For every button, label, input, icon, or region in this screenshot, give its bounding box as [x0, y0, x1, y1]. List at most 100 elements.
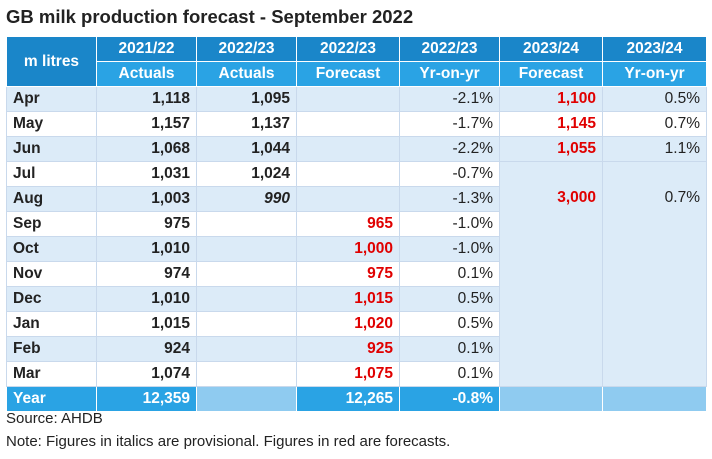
col-header-bottom: Yr-on-yr — [602, 61, 707, 87]
col-header-top: 2023/24 — [499, 36, 603, 62]
month-cell: Jul — [6, 161, 97, 187]
forecast-2022-23-cell — [296, 86, 400, 112]
col-header-top: 2022/23 — [296, 36, 400, 62]
forecast-table: m litres 2021/22 2022/23 2022/23 2022/23… — [6, 36, 707, 412]
forecast-2022-23-cell — [296, 136, 400, 162]
actuals-2021-22-cell: 1,031 — [96, 161, 197, 187]
col-header-top: 2022/23 — [399, 36, 500, 62]
actuals-2021-22-cell: 1,003 — [96, 186, 197, 212]
yoy-2023-24-cell: 0.5% — [602, 86, 707, 112]
col-header-top: 2021/22 — [96, 36, 197, 62]
actuals-2022-23-cell — [196, 361, 297, 387]
actuals-2022-23-cell: 1,095 — [196, 86, 297, 112]
actuals-2022-23-cell: 1,044 — [196, 136, 297, 162]
total-forecast-2022-23: 12,265 — [296, 386, 400, 412]
forecast-2022-23-cell: 975 — [296, 261, 400, 287]
footnote: Note: Figures in italics are provisional… — [6, 433, 451, 450]
forecast-2022-23-cell — [296, 161, 400, 187]
yoy-2023-24-cell: 0.7% — [602, 111, 707, 137]
total-row: Year 12,359 12,265 -0.8% — [6, 386, 707, 412]
month-cell: Mar — [6, 361, 97, 387]
actuals-2022-23-cell: 1,137 — [196, 111, 297, 137]
table-row: Aug 1,003 990 -1.3% — [6, 186, 707, 212]
actuals-2021-22-cell: 1,068 — [96, 136, 197, 162]
unit-header: m litres — [6, 36, 97, 87]
col-header-top: 2022/23 — [196, 36, 297, 62]
forecast-2022-23-cell — [296, 111, 400, 137]
forecast-2023-24-cell: 1,100 — [499, 86, 603, 112]
forecast-2022-23-cell: 1,015 — [296, 286, 400, 312]
actuals-2021-22-cell: 974 — [96, 261, 197, 287]
actuals-2021-22-cell: 1,157 — [96, 111, 197, 137]
month-cell: Nov — [6, 261, 97, 287]
forecast-2023-24-merged-cell: 3,000 — [499, 161, 603, 387]
actuals-2021-22-cell: 975 — [96, 211, 197, 237]
yoy-2022-23-cell: -2.1% — [399, 86, 500, 112]
month-cell: May — [6, 111, 97, 137]
forecast-2022-23-cell: 1,020 — [296, 311, 400, 337]
actuals-2022-23-cell — [196, 236, 297, 262]
table-row: Apr 1,118 1,095 -2.1% 1,100 0.5% — [6, 86, 707, 112]
table-row: Nov 974 975 0.1% — [6, 261, 707, 287]
col-header-bottom: Actuals — [196, 61, 297, 87]
yoy-2022-23-cell: -1.3% — [399, 186, 500, 212]
total-yoy-2022-23: -0.8% — [399, 386, 500, 412]
yoy-2022-23-cell: -1.0% — [399, 236, 500, 262]
month-cell: Jun — [6, 136, 97, 162]
page-title: GB milk production forecast - September … — [6, 6, 414, 27]
yoy-2022-23-cell: -1.7% — [399, 111, 500, 137]
forecast-2022-23-cell: 1,000 — [296, 236, 400, 262]
yoy-2022-23-cell: 0.5% — [399, 286, 500, 312]
table-row: May 1,157 1,137 -1.7% 1,145 0.7% — [6, 111, 707, 137]
total-actuals-2022-23 — [196, 386, 297, 412]
actuals-2021-22-cell: 1,010 — [96, 286, 197, 312]
month-cell: Jan — [6, 311, 97, 337]
yoy-2022-23-cell: 0.5% — [399, 311, 500, 337]
yoy-2023-24-cell: 1.1% — [602, 136, 707, 162]
actuals-2022-23-cell — [196, 261, 297, 287]
table-row: Jul 1,031 1,024 -0.7% 3,000 0.7% — [6, 161, 707, 387]
table-row: Jun 1,068 1,044 -2.2% 1,055 1.1% — [6, 136, 707, 162]
table-row: Sep 975 965 -1.0% — [6, 211, 707, 237]
source-note: Source: AHDB — [6, 410, 103, 427]
total-forecast-2023-24 — [499, 386, 603, 412]
table-row: Dec 1,010 1,015 0.5% — [6, 286, 707, 312]
actuals-2022-23-provisional-cell: 990 — [196, 186, 297, 212]
month-cell: Aug — [6, 186, 97, 212]
col-header-bottom: Yr-on-yr — [399, 61, 500, 87]
yoy-2022-23-cell: -0.7% — [399, 161, 500, 187]
table-row: Oct 1,010 1,000 -1.0% — [6, 236, 707, 262]
yoy-2022-23-cell: 0.1% — [399, 261, 500, 287]
col-header-bottom: Actuals — [96, 61, 197, 87]
actuals-2021-22-cell: 1,118 — [96, 86, 197, 112]
actuals-2021-22-cell: 1,015 — [96, 311, 197, 337]
actuals-2022-23-cell: 1,024 — [196, 161, 297, 187]
yoy-2022-23-cell: 0.1% — [399, 336, 500, 362]
forecast-2022-23-cell — [296, 186, 400, 212]
forecast-2022-23-cell: 965 — [296, 211, 400, 237]
forecast-2022-23-cell: 925 — [296, 336, 400, 362]
col-header-bottom: Forecast — [296, 61, 400, 87]
yoy-2022-23-cell: 0.1% — [399, 361, 500, 387]
yoy-2023-24-merged-cell: 0.7% — [602, 161, 707, 387]
month-cell: Oct — [6, 236, 97, 262]
col-header-top: 2023/24 — [602, 36, 707, 62]
actuals-2022-23-cell — [196, 286, 297, 312]
yoy-2022-23-cell: -2.2% — [399, 136, 500, 162]
total-label: Year — [6, 386, 97, 412]
month-cell: Apr — [6, 86, 97, 112]
actuals-2021-22-cell: 1,074 — [96, 361, 197, 387]
month-cell: Feb — [6, 336, 97, 362]
forecast-2022-23-cell: 1,075 — [296, 361, 400, 387]
col-header-bottom: Forecast — [499, 61, 603, 87]
month-cell: Dec — [6, 286, 97, 312]
actuals-2021-22-cell: 924 — [96, 336, 197, 362]
actuals-2022-23-cell — [196, 311, 297, 337]
actuals-2022-23-cell — [196, 211, 297, 237]
total-actuals-2021-22: 12,359 — [96, 386, 197, 412]
forecast-2023-24-cell: 1,055 — [499, 136, 603, 162]
actuals-2022-23-cell — [196, 336, 297, 362]
total-yoy-2023-24 — [602, 386, 707, 412]
table-row: Mar 1,074 1,075 0.1% — [6, 361, 707, 387]
actuals-2021-22-cell: 1,010 — [96, 236, 197, 262]
